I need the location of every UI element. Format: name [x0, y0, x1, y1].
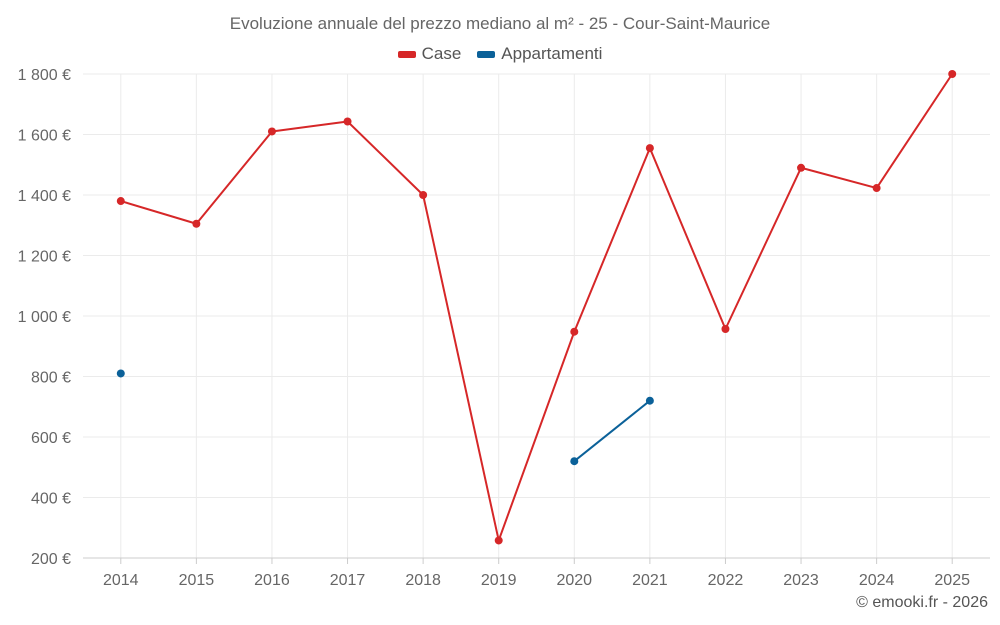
x-tick-label: 2018: [405, 572, 441, 589]
y-tick-label: 1 000 €: [18, 309, 71, 326]
series-line-case: [120, 73, 954, 542]
series-line-appartamenti: [573, 399, 651, 462]
data-point-case[interactable]: [116, 197, 125, 206]
x-tick-label: 2024: [859, 572, 895, 589]
x-tick-label: 2019: [481, 572, 517, 589]
data-point-case[interactable]: [494, 536, 503, 545]
x-tick-label: 2022: [708, 572, 744, 589]
data-point-case[interactable]: [797, 163, 806, 172]
legend-item-case[interactable]: Case: [397, 44, 462, 64]
data-point-case[interactable]: [419, 191, 428, 199]
series-case: [116, 70, 957, 545]
series-appartamenti: [116, 369, 654, 466]
y-tick-label: 1 200 €: [18, 249, 71, 266]
series-layer: [116, 70, 957, 545]
legend-label-appartamenti: Appartamenti: [501, 44, 603, 63]
x-tick-label: 2020: [556, 572, 592, 589]
data-point-case[interactable]: [721, 325, 730, 334]
x-tick-label: 2023: [783, 572, 819, 589]
y-tick-label: 200 €: [31, 551, 71, 568]
data-point-appartamenti[interactable]: [645, 396, 654, 405]
x-tick-label: 2015: [179, 572, 215, 589]
legend: Case Appartamenti: [0, 44, 1000, 64]
data-point-case[interactable]: [948, 70, 957, 78]
x-tick-label: 2017: [330, 572, 366, 589]
x-tick-label: 2025: [934, 572, 970, 589]
data-point-case[interactable]: [343, 117, 352, 126]
y-tick-label: 600 €: [31, 430, 71, 447]
y-tick-label: 400 €: [31, 491, 71, 508]
axes: 200 € 400 € 600 € 800 € 1 000 € 1 200 € 1 400 …: [18, 67, 990, 589]
data-point-case[interactable]: [267, 127, 276, 136]
data-point-appartamenti[interactable]: [116, 369, 125, 378]
legend-item-appartamenti[interactable]: Appartamenti: [477, 44, 602, 64]
legend-swatch-case: [397, 50, 416, 58]
grid: [83, 73, 990, 559]
data-point-appartamenti[interactable]: [570, 457, 579, 466]
x-tick-label: 2021: [632, 572, 668, 589]
x-tick-label: 2014: [103, 572, 139, 589]
y-tick-label: 800 €: [31, 370, 71, 387]
data-point-case[interactable]: [570, 327, 579, 336]
data-point-case[interactable]: [872, 184, 881, 193]
data-point-case[interactable]: [192, 219, 201, 228]
y-tick-label: 1 600 €: [18, 128, 71, 145]
y-tick-label: 1 800 €: [18, 67, 71, 84]
data-point-case[interactable]: [645, 144, 654, 153]
legend-label-case: Case: [421, 44, 462, 63]
y-tick-label: 1 400 €: [18, 188, 71, 205]
credit-text: © emooki.fr - 2026: [856, 594, 988, 611]
legend-swatch-appartamenti: [477, 50, 496, 58]
chart-title: Evoluzione annuale del prezzo mediano al…: [229, 14, 771, 33]
x-tick-label: 2016: [254, 572, 290, 589]
